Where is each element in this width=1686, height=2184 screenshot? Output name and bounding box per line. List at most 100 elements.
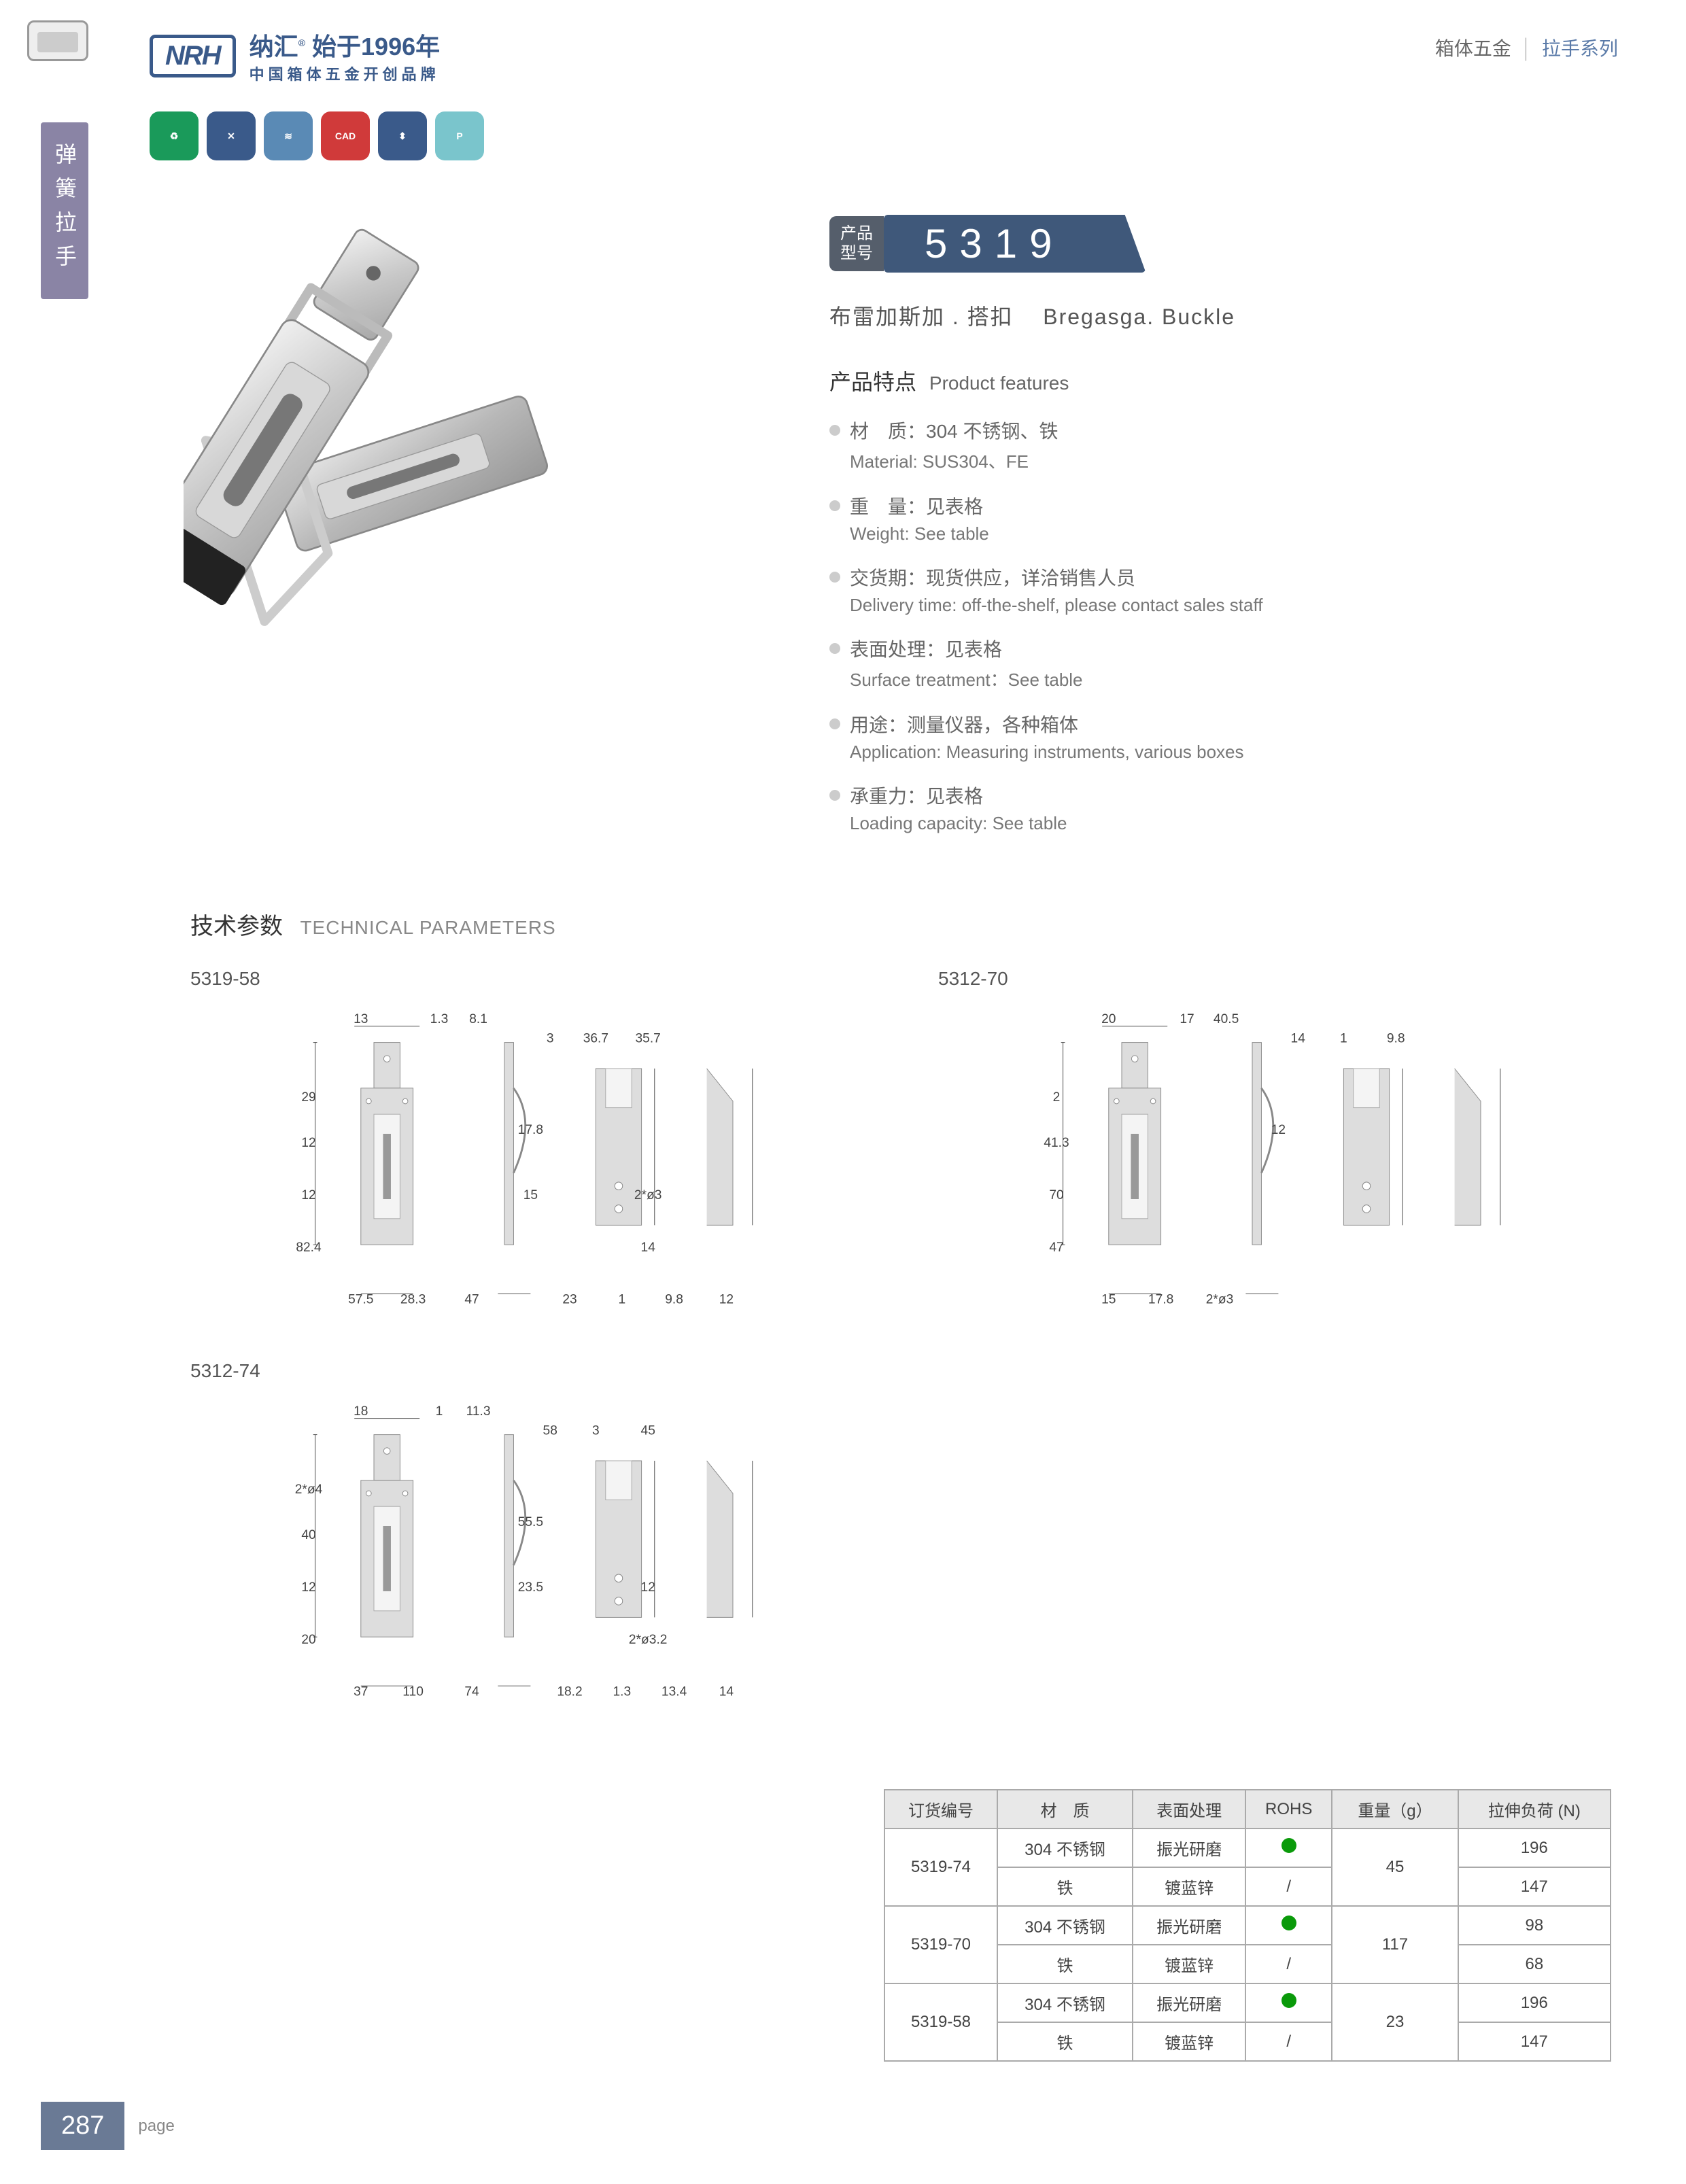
subtitle-en: Bregasga. Buckle — [1043, 305, 1235, 329]
table-header: 材 质 — [997, 1790, 1133, 1828]
logo-cn: 纳汇 — [250, 33, 298, 60]
diagram-5319-58: 5319-58 — [190, 968, 884, 1333]
logo-main-text: 纳汇® 始于1996年 — [250, 27, 440, 63]
cell-surface: 镀蓝锌 — [1133, 2022, 1245, 2061]
diagram-svg: 18111.32*ø440122011037745834555.523.5122… — [190, 1396, 884, 1725]
svg-text:23.5: 23.5 — [518, 1580, 543, 1595]
svg-text:29: 29 — [301, 1090, 315, 1105]
feature-en: Delivery time: off-the-shelf, please con… — [850, 595, 1632, 616]
feature-item: 重 量：见表格Weight: See table — [829, 492, 1632, 544]
svg-text:12: 12 — [301, 1580, 315, 1595]
cell-material: 铁 — [997, 1945, 1133, 1983]
svg-text:47: 47 — [464, 1293, 479, 1307]
svg-text:2*ø3.2: 2*ø3.2 — [629, 1633, 668, 1647]
feature-item: 材 质：304 不锈钢、铁Material: SUS304、FE — [829, 417, 1632, 473]
breadcrumb-series: 拉手系列 — [1542, 38, 1618, 59]
cell-weight: 117 — [1332, 1906, 1458, 1983]
cell-surface: 振光研磨 — [1133, 1828, 1245, 1867]
product-subtitle: 布雷加斯加 . 搭扣 Bregasga. Buckle — [829, 300, 1632, 331]
svg-text:2*ø3: 2*ø3 — [1206, 1293, 1234, 1307]
svg-text:8.1: 8.1 — [469, 1012, 487, 1026]
model-number: 5319 — [884, 215, 1146, 273]
cell-load: 147 — [1458, 1867, 1611, 1906]
cell-weight: 45 — [1332, 1828, 1458, 1906]
page-number: 287 — [41, 2102, 124, 2150]
feature-cn: 交货期：现货供应，详洽销售人员 — [829, 564, 1632, 591]
svg-text:14: 14 — [1291, 1032, 1306, 1046]
page-header: NRH 纳汇® 始于1996年 中国箱体五金开创品牌 箱体五金 │ 拉手系列 — [150, 27, 1632, 84]
badge-icon-2: ≋ — [264, 111, 313, 160]
diagram-svg: 131.38.129121282.428.357.547336.735.717.… — [190, 1003, 884, 1333]
feature-item: 承重力：见表格Loading capacity: See table — [829, 782, 1632, 834]
svg-text:28.3: 28.3 — [400, 1293, 426, 1307]
svg-text:1.3: 1.3 — [430, 1012, 449, 1026]
svg-text:12: 12 — [301, 1188, 315, 1202]
svg-text:15: 15 — [523, 1188, 538, 1202]
badge-row: ♻✕≋CAD⬍P — [150, 111, 1632, 160]
svg-text:110: 110 — [402, 1685, 424, 1699]
cell-material: 铁 — [997, 1867, 1133, 1906]
table-row: 5319-58304 不锈钢振光研磨23196 — [884, 1983, 1611, 2022]
svg-text:3: 3 — [547, 1032, 554, 1046]
svg-text:9.8: 9.8 — [1387, 1032, 1405, 1046]
svg-text:2: 2 — [1053, 1090, 1061, 1105]
cell-rohs: / — [1245, 1867, 1332, 1906]
diagram-label: 5312-70 — [938, 968, 1632, 990]
diagram-5312-70: 5312-70 — [938, 968, 1632, 1333]
svg-text:3: 3 — [592, 1424, 600, 1438]
svg-text:1: 1 — [1340, 1032, 1347, 1046]
cell-material: 304 不锈钢 — [997, 1983, 1133, 2022]
breadcrumb-category: 箱体五金 — [1435, 38, 1511, 59]
model-label: 产品型号 — [829, 216, 884, 272]
svg-text:9.8: 9.8 — [665, 1293, 683, 1307]
table-header: 拉伸负荷 (N) — [1458, 1790, 1611, 1828]
cell-surface: 振光研磨 — [1133, 1906, 1245, 1945]
rohs-dot-icon — [1281, 1993, 1296, 2008]
feature-en: Application: Measuring instruments, vari… — [850, 742, 1632, 763]
cell-rohs — [1245, 1828, 1332, 1867]
feature-item: 用途：测量仪器，各种箱体Application: Measuring instr… — [829, 710, 1632, 763]
logo-year: 始于1996年 — [312, 33, 440, 60]
breadcrumb: 箱体五金 │ 拉手系列 — [1435, 34, 1618, 61]
model-row: 产品型号 5319 — [829, 215, 1632, 273]
svg-text:41.3: 41.3 — [1044, 1136, 1069, 1150]
svg-text:13: 13 — [354, 1012, 368, 1026]
feature-en: Loading capacity: See table — [850, 813, 1632, 834]
side-category-tab: 弹簧拉手 — [41, 122, 88, 299]
feature-cn: 重 量：见表格 — [829, 492, 1632, 519]
badge-icon-0: ♻ — [150, 111, 199, 160]
tech-head-cn: 技术参数 — [190, 914, 283, 939]
logo-subtitle: 中国箱体五金开创品牌 — [250, 63, 440, 84]
svg-text:14: 14 — [641, 1241, 656, 1255]
subtitle-cn: 布雷加斯加 . 搭扣 — [829, 305, 1014, 329]
cell-rohs — [1245, 1906, 1332, 1945]
features-head-en: Product features — [929, 372, 1069, 394]
svg-text:17.8: 17.8 — [518, 1123, 543, 1137]
table-row: 5319-70304 不锈钢振光研磨11798 — [884, 1906, 1611, 1945]
cell-code: 5319-70 — [884, 1906, 997, 1983]
diagram-svg: 201740.5241.3704717.8152*ø31419.812 — [938, 1003, 1632, 1333]
svg-text:47: 47 — [1049, 1241, 1063, 1255]
cell-rohs: / — [1245, 1945, 1332, 1983]
svg-text:11.3: 11.3 — [466, 1404, 491, 1419]
svg-text:12: 12 — [301, 1136, 315, 1150]
svg-text:74: 74 — [464, 1685, 479, 1699]
rohs-dot-icon — [1281, 1838, 1296, 1853]
cell-rohs: / — [1245, 2022, 1332, 2061]
diagrams-grid: 5319-58 — [190, 968, 1632, 1725]
cell-material: 304 不锈钢 — [997, 1828, 1133, 1867]
badge-icon-5: P — [435, 111, 484, 160]
feature-en: Material: SUS304、FE — [850, 448, 1632, 473]
feature-item: 表面处理：见表格Surface treatment：See table — [829, 635, 1632, 691]
cell-load: 147 — [1458, 2022, 1611, 2061]
svg-text:12: 12 — [641, 1580, 655, 1595]
cell-weight: 23 — [1332, 1983, 1458, 2061]
table-header: 重量（g） — [1332, 1790, 1458, 1828]
cell-load: 68 — [1458, 1945, 1611, 1983]
svg-text:2*ø3: 2*ø3 — [634, 1188, 662, 1202]
table-row: 5319-74304 不锈钢振光研磨45196 — [884, 1828, 1611, 1867]
svg-text:14: 14 — [719, 1685, 734, 1699]
table-header: ROHS — [1245, 1790, 1332, 1828]
cell-surface: 镀蓝锌 — [1133, 1867, 1245, 1906]
svg-text:13.4: 13.4 — [661, 1685, 687, 1699]
